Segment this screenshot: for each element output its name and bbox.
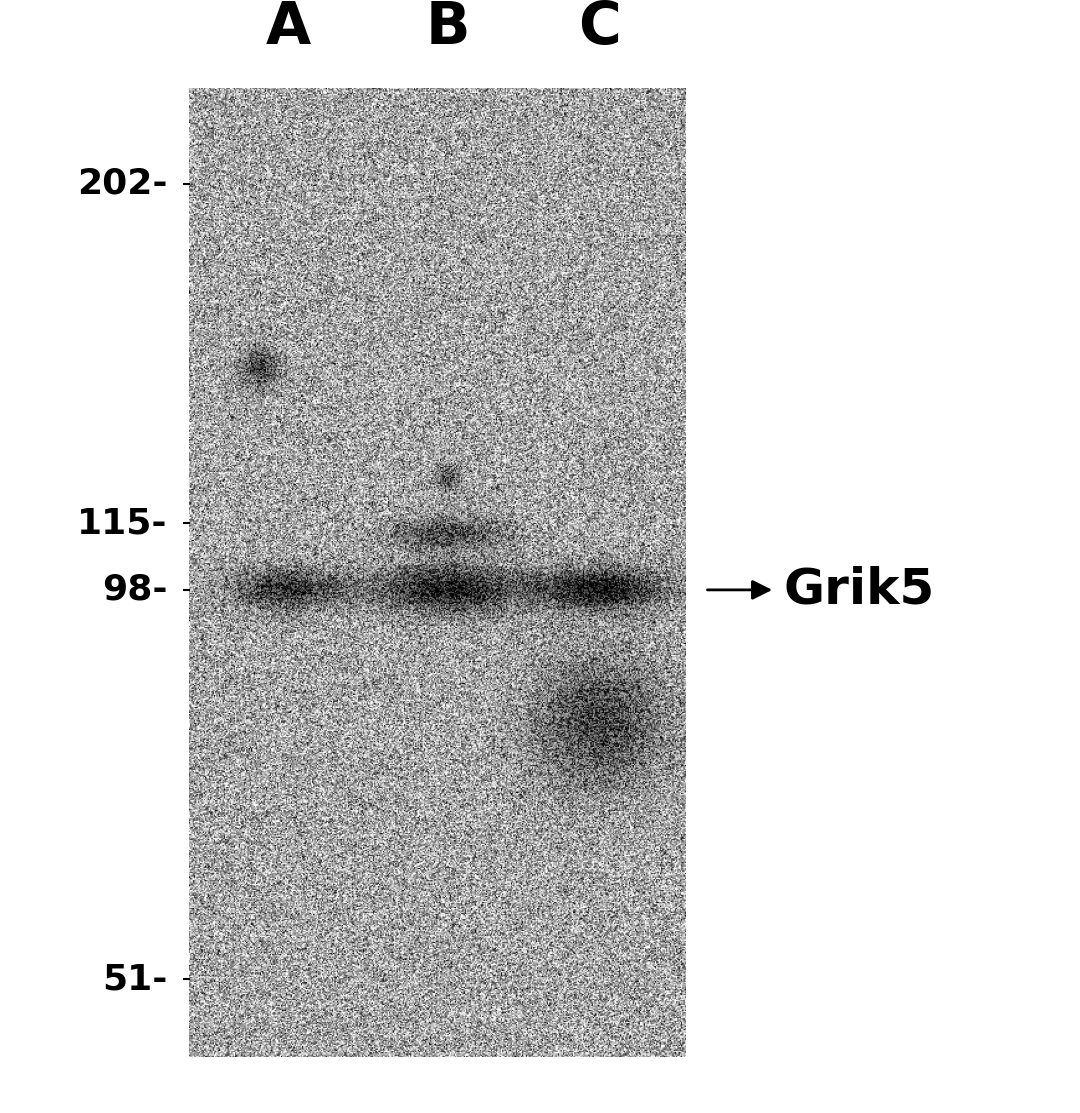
Text: C: C [578, 0, 621, 56]
Text: 202-: 202- [77, 167, 167, 200]
Text: A: A [266, 0, 311, 56]
Text: 115-: 115- [77, 506, 167, 540]
Text: 51-: 51- [102, 963, 167, 996]
Text: Grik5: Grik5 [783, 565, 934, 614]
Text: B: B [426, 0, 471, 56]
Text: 98-: 98- [102, 573, 167, 607]
